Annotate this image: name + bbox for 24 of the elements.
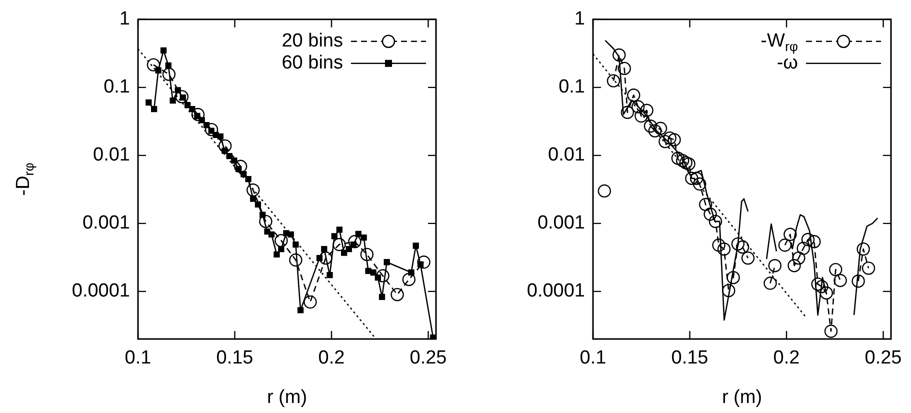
y-tick-label: 1 xyxy=(574,8,585,30)
x-tick-label: 0.15 xyxy=(671,348,708,369)
legend-label: 20 bins xyxy=(282,30,344,52)
y-tick-label: 0.01 xyxy=(548,144,585,166)
y-tick-label: 0.001 xyxy=(82,212,130,234)
y-tick-label: 0.01 xyxy=(93,144,130,166)
x-tick-label: 0.2 xyxy=(318,348,345,369)
y-tick-label: 0.1 xyxy=(558,76,585,98)
y-tick-label: 0.0001 xyxy=(72,280,130,302)
x-axis-title: r (m) xyxy=(266,386,308,408)
y-tick-label: 1 xyxy=(119,8,130,30)
legend-label: -ω xyxy=(776,52,798,74)
y-tick-label: 0.001 xyxy=(537,212,585,234)
y-tick-label: 0.0001 xyxy=(526,280,585,302)
x-axis-title: r (m) xyxy=(722,386,762,408)
x-tick-label: 0.1 xyxy=(580,348,606,369)
y-axis-title: -Drφ xyxy=(13,162,36,196)
x-tick-label: 0.1 xyxy=(124,348,152,369)
x-tick-label: 0.25 xyxy=(410,348,447,369)
x-tick-label: 0.25 xyxy=(864,348,902,369)
x-tick-label: 0.2 xyxy=(773,348,800,369)
x-tick-label: 0.15 xyxy=(216,348,254,369)
legend-label: 60 bins xyxy=(282,52,344,74)
y-tick-label: 0.1 xyxy=(104,76,130,98)
